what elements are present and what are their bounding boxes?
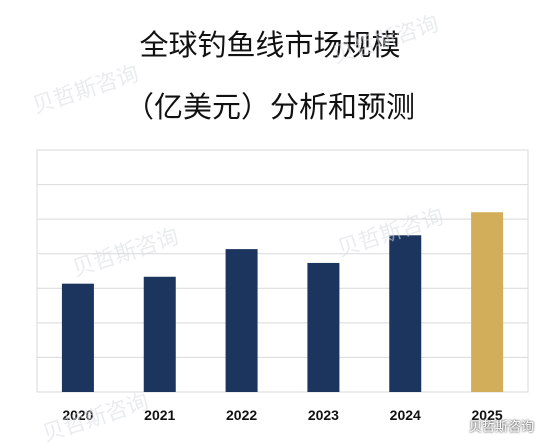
bar-2023 — [307, 262, 340, 392]
bar-2022 — [225, 249, 258, 392]
x-tick-label: 2022 — [226, 407, 257, 423]
x-tick-label: 2024 — [390, 407, 421, 423]
chart-title: 全球钓鱼线市场规模 — [139, 28, 401, 62]
bar-2025 — [471, 212, 504, 392]
bar-2024 — [389, 235, 422, 392]
x-tick-label: 2025 — [472, 407, 503, 423]
bar-2021 — [143, 276, 176, 392]
x-tick-label: 2021 — [144, 407, 175, 423]
corner-watermark: 贝哲斯咨询 — [468, 420, 534, 435]
x-tick-label: 2023 — [308, 407, 339, 423]
x-tick-label: 2020 — [62, 407, 93, 423]
bar-2020 — [61, 283, 94, 392]
chart-subtitle: （亿美元）分析和预测 — [124, 90, 415, 124]
plot-border — [36, 149, 529, 393]
